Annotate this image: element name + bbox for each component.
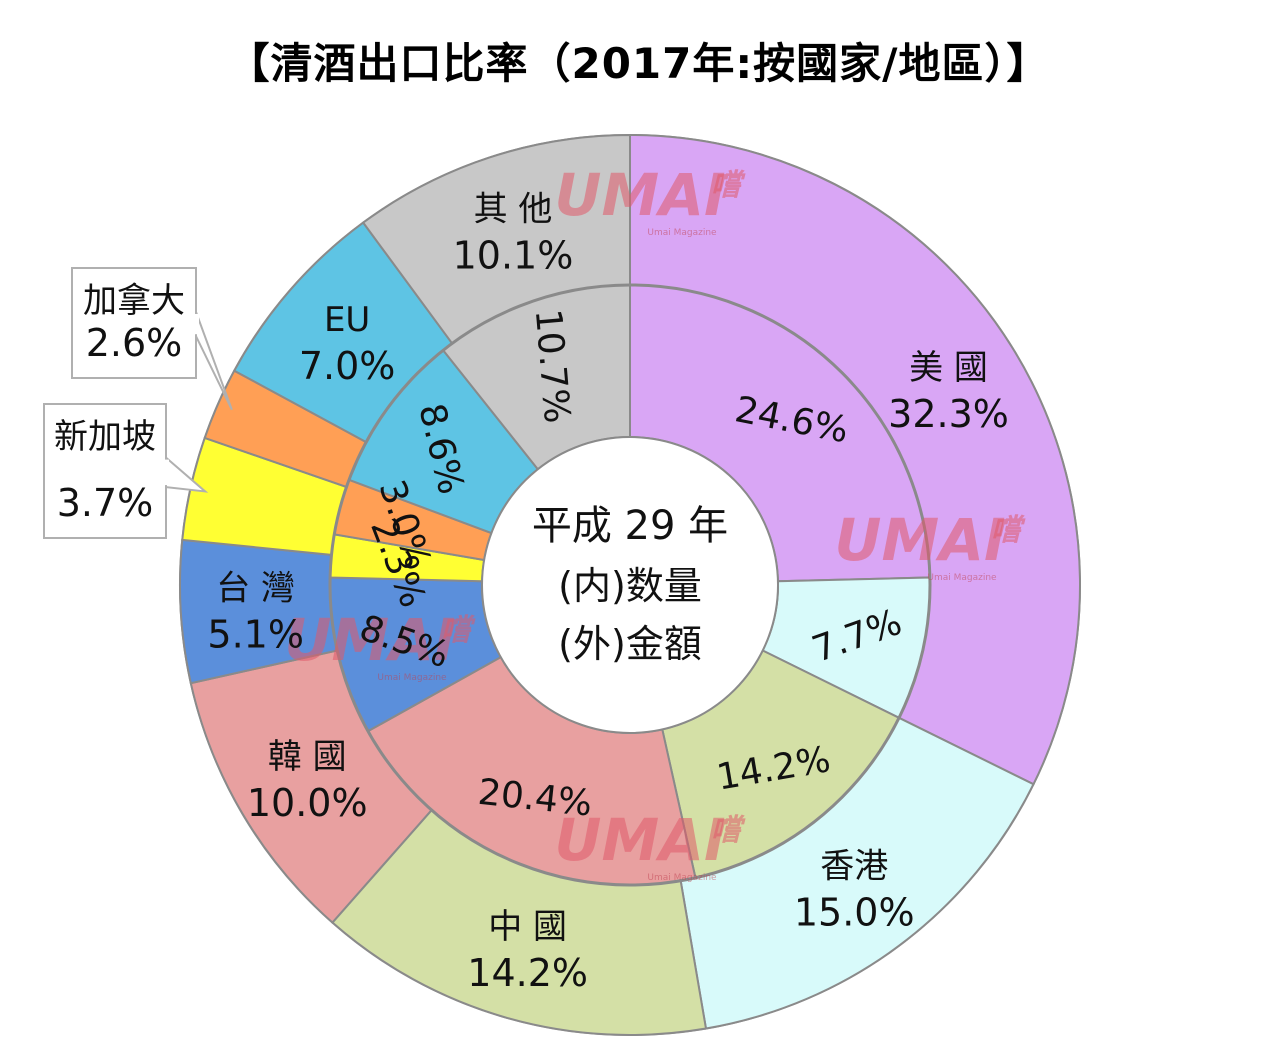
- outer-label-value-canada: 2.6%: [86, 321, 183, 365]
- outer-label-value-korea: 10.0%: [247, 781, 368, 825]
- outer-label-name-other: 其 他: [474, 190, 553, 230]
- watermark-kanji: 嚐: [711, 168, 746, 203]
- outer-label-value-usa: 32.3%: [888, 392, 1009, 436]
- outer-label-name-usa: 美 國: [909, 348, 988, 388]
- inner-label-value-other: 10.7%: [527, 307, 577, 424]
- callout-box: [43, 403, 167, 539]
- outer-label-name-singapore: 新加坡: [54, 417, 156, 457]
- outer-label-name-korea: 韓 國: [268, 737, 347, 777]
- outer-label-value-singapore: 3.7%: [57, 481, 154, 525]
- watermark-logo-text: UMAI: [554, 806, 725, 874]
- watermark-kanji: 嚐: [711, 813, 746, 848]
- center-label-line-1: 平成 29 年: [532, 503, 728, 549]
- watermark-sub: Umai Magazine: [377, 673, 447, 683]
- outer-label-value-eu: 7.0%: [299, 344, 396, 388]
- outer-label-value-taiwan: 5.1%: [207, 612, 304, 656]
- outer-label-name-hongkong: 香港: [820, 847, 888, 887]
- center-label-line-2: (内)数量: [558, 564, 702, 608]
- outer-label-name-taiwan: 台 灣: [216, 568, 295, 608]
- watermark-sub: Umai Magazine: [647, 228, 717, 238]
- watermark-sub: Umai Magazine: [927, 573, 997, 583]
- watermark-sub: Umai Magazine: [647, 873, 717, 883]
- outer-label-value-other: 10.1%: [453, 234, 574, 278]
- watermark-kanji: 嚐: [991, 513, 1026, 548]
- ring-divider: [328, 283, 932, 887]
- outer-label-name-canada: 加拿大: [83, 281, 185, 321]
- chart-title: 【清酒出口比率（2017年:按國家/地區）】: [227, 39, 1050, 88]
- callout-pointer: [195, 311, 233, 411]
- callout-singapore: 新加坡 3.7%: [43, 403, 209, 539]
- center-label-line-3: (外)金額: [558, 622, 702, 666]
- watermark-logo-text: UMAI: [834, 506, 1005, 574]
- outer-label-value-china: 14.2%: [467, 951, 588, 995]
- center-label: 平成 29 年 (内)数量 (外)金額: [532, 503, 728, 666]
- outer-label-name-china: 中 國: [488, 907, 567, 947]
- watermark-logo-text: UMAI: [284, 606, 455, 674]
- watermark-kanji: 嚐: [441, 613, 476, 648]
- inner-ring: [328, 283, 932, 887]
- outer-label-name-eu: EU: [324, 300, 370, 340]
- center-hole: [481, 436, 779, 734]
- callout-box: [71, 267, 197, 379]
- watermark-logo-text: UMAI: [554, 161, 725, 229]
- outer-label-value-hongkong: 15.0%: [794, 891, 915, 935]
